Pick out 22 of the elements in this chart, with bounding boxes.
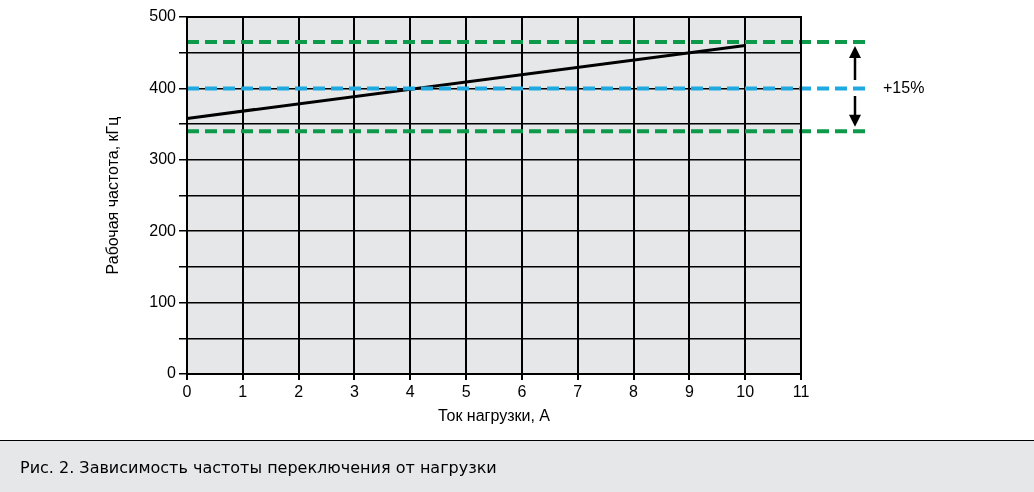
x-tick-label: 4 xyxy=(405,383,415,401)
x-tick-label: 3 xyxy=(350,383,359,401)
x-tick-label: 9 xyxy=(684,383,694,401)
y-tick-label: 400 xyxy=(149,78,177,96)
y-tick-label: 100 xyxy=(149,293,177,311)
x-tick-label: 1 xyxy=(238,383,248,401)
x-tick-label: 8 xyxy=(629,383,639,401)
x-tick-label: 10 xyxy=(736,383,755,401)
x-tick-label: 7 xyxy=(573,383,583,401)
x-tick-label: 5 xyxy=(461,383,471,401)
y-tick-label: 300 xyxy=(149,150,177,168)
y-axis-title: Рабочая частота, кГц xyxy=(104,116,122,275)
x-tick-label: 2 xyxy=(294,383,304,401)
y-tick-label: 0 xyxy=(167,364,177,382)
x-tick-label: 11 xyxy=(792,383,810,401)
y-tick-label: 500 xyxy=(149,7,177,25)
y-tick-label: 200 xyxy=(149,221,177,239)
text: Рис. 2. Зависимость частоты переключения от нагрузки xyxy=(20,457,497,477)
x-tick-label: 6 xyxy=(517,383,527,401)
x-axis-title: Ток нагрузки, А xyxy=(438,406,551,424)
text: +15% xyxy=(883,78,925,96)
x-tick-label: 0 xyxy=(182,383,192,401)
